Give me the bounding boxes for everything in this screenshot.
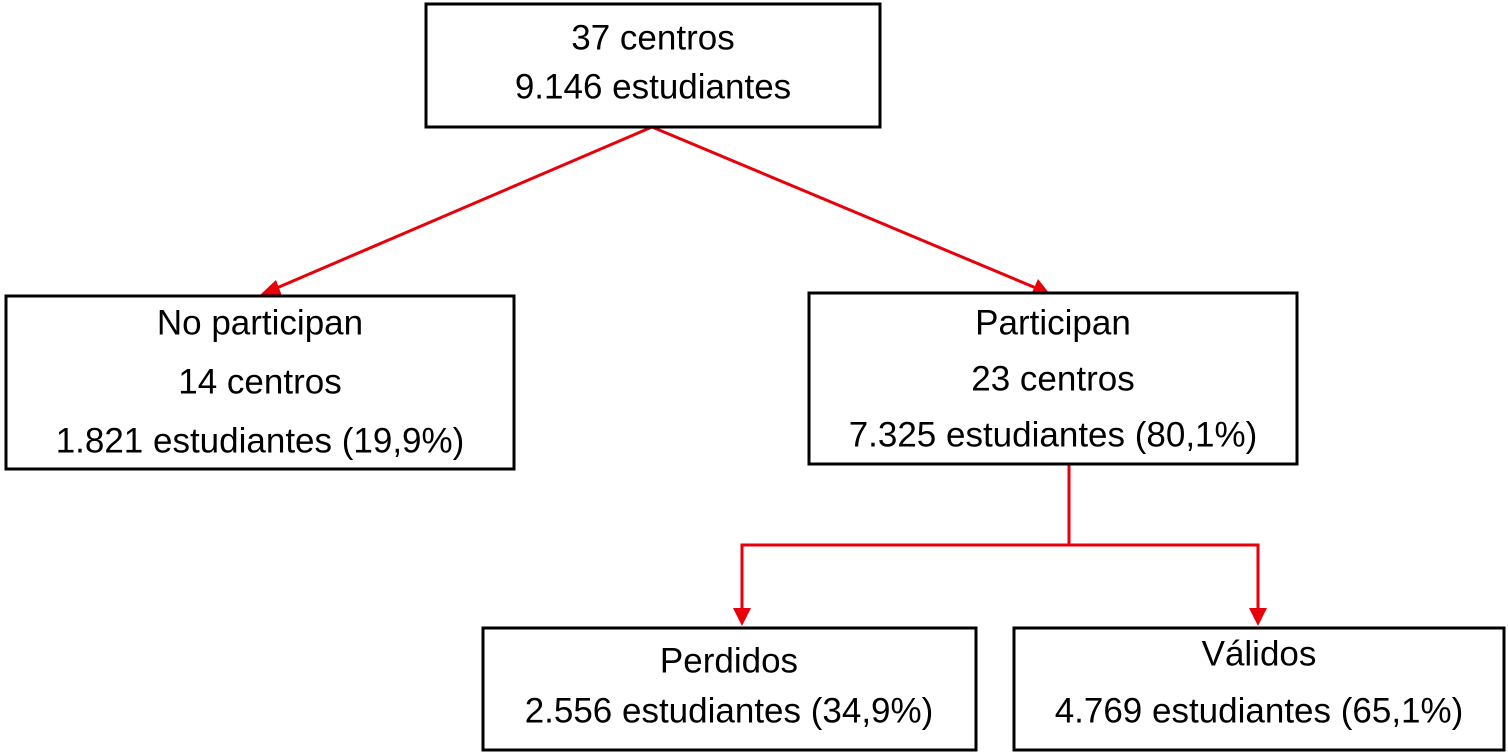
node-box [4,294,516,471]
node-text: No participan [157,303,363,342]
node-box [424,2,882,129]
node: 37 centros 9.146 estudiantes [424,2,882,129]
node: Participan 23 centros 7.325 estudiantes … [807,291,1299,466]
arrowhead [1031,279,1049,295]
node-text: Perdidos [660,641,798,680]
node-text: 7.325 estudiantes (80,1%) [849,415,1258,454]
arrow [271,125,653,292]
node: Válidos 4.769 estudiantes (65,1%) [1012,626,1506,752]
node-text: Participan [975,303,1131,342]
arrow [740,543,1260,612]
node-text: Válidos [1202,634,1317,673]
arrow [651,125,1037,290]
node-box [807,291,1299,466]
node-box [481,626,978,752]
node-text: 23 centros [971,359,1134,398]
arrowhead [733,608,751,626]
node-text: 14 centros [178,362,341,401]
node-text: 2.556 estudiantes (34,9%) [525,691,934,730]
node-text: 4.769 estudiantes (65,1%) [1055,691,1464,730]
node-text: 1.821 estudiantes (19,9%) [56,421,465,460]
arrowhead [1249,608,1267,626]
node: No participan 14 centros 1.821 estudiant… [4,294,516,471]
node-text: 37 centros [571,18,734,57]
arrowhead [260,280,282,296]
connectors [260,125,1267,626]
node-text: 9.146 estudiantes [515,67,791,106]
node: Perdidos 2.556 estudiantes (34,9%) [481,626,978,752]
node-box [1012,626,1506,752]
